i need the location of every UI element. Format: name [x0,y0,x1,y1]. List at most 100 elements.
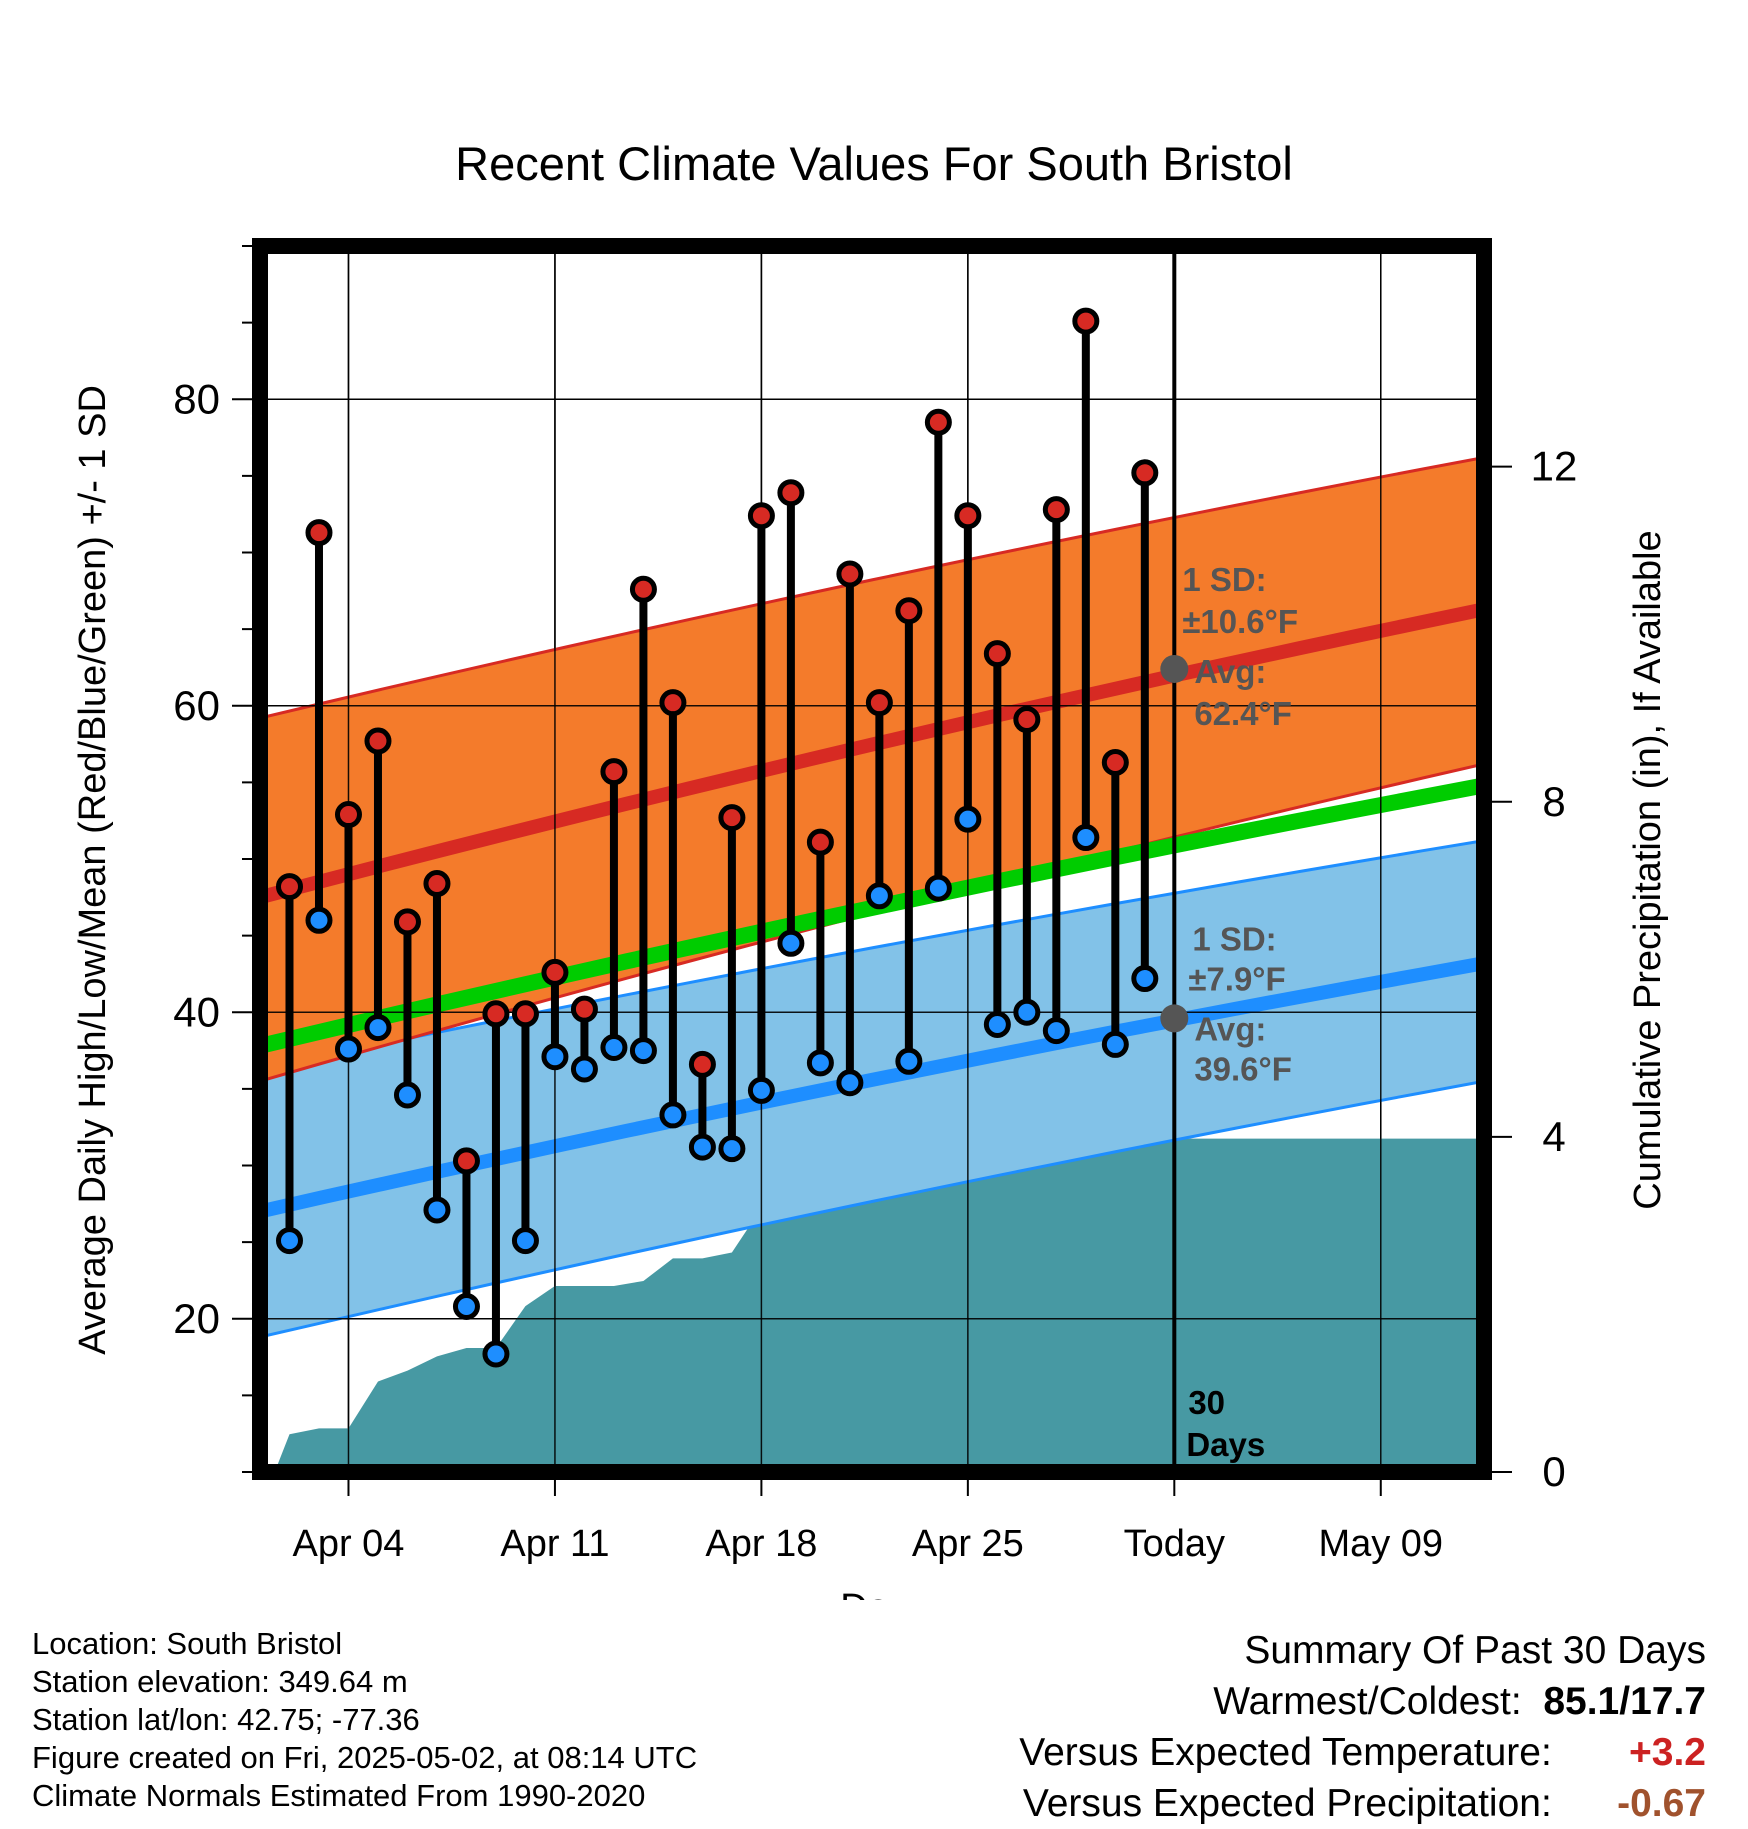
x-tick-label: Apr 11 [500,1523,609,1565]
precip-area [274,1138,1484,1472]
daily-low-point [393,1081,421,1109]
low-sd-band [260,840,1484,1338]
y-right-tick-label: 12 [1531,443,1578,490]
plot-frame [252,238,1492,1480]
created-text: Figure created on Fri, 2025-05-02, at 08… [32,1740,698,1775]
daily-low-point [570,1055,598,1083]
summary-precip-row: Versus Expected Precipitation: -0.67 [1019,1778,1706,1829]
daily-high-point [1013,706,1041,734]
daily-low-point [511,1227,539,1255]
warmest-value: 85.1/17.7 [1543,1680,1706,1723]
daily-high-point [747,502,775,530]
daily-low-point [305,906,333,934]
daily-high-point [895,597,923,625]
daily-low-point [688,1133,716,1161]
daily-low-point [364,1014,392,1042]
daily-high-point [334,801,362,829]
daily-high-point [777,479,805,507]
y-tick-label: 80 [173,375,220,422]
daily-high-point [1101,748,1129,776]
daily-low-point [924,874,952,902]
y-tick-label: 60 [173,682,220,729]
daily-low-point [334,1035,362,1063]
daily-high-point [865,689,893,717]
days-label-number: 30 [1188,1384,1225,1421]
daily-low-point [600,1033,628,1061]
low-avg-value: 39.6°F [1194,1050,1292,1087]
x-tick-label: Apr 18 [705,1523,817,1565]
daily-low-point [1042,1017,1070,1045]
precip-value: -0.67 [1617,1782,1706,1825]
daily-low-point [747,1076,775,1104]
daily-low-point [423,1196,451,1224]
low-sd-upper-edge [260,839,1484,1071]
daily-high-point [924,408,952,436]
daily-low-point [895,1047,923,1075]
summary-panel: Summary Of Past 30 Days Warmest/Coldest:… [1019,1625,1706,1829]
chart-title: Recent Climate Values For South Bristol [455,137,1293,190]
elevation-text: Station elevation: 349.64 m [32,1664,408,1699]
daily-high-point [806,828,834,856]
daily-high-point [600,758,628,786]
daily-low-point [718,1135,746,1163]
daily-high-point [364,727,392,755]
y-tick-label: 40 [173,988,220,1035]
y-tick-label: 20 [173,1295,220,1342]
station-info: Location: South Bristol Station elevatio… [32,1625,697,1815]
daily-low-point [954,805,982,833]
low-avg-marker [1160,1004,1189,1033]
daily-low-point [983,1011,1011,1039]
daily-high-point [1131,459,1159,487]
daily-high-point [1072,307,1100,335]
daily-high-point [275,873,303,901]
daily-high-point [423,870,451,898]
daily-low-point [482,1340,510,1368]
temp-value: +3.2 [1629,1731,1706,1774]
x-axis-label: Day [840,1587,908,1600]
daily-high-point [541,958,569,986]
daily-high-point [659,689,687,717]
temp-label: Versus Expected Temperature: [1019,1731,1552,1774]
high-sd-upper-edge [260,456,1484,720]
daily-high-point [836,560,864,588]
y-axis-label: Average Daily High/Low/Mean (Red/Blue/Gr… [72,385,114,1355]
daily-high-point [305,519,333,547]
summary-temp-row: Versus Expected Temperature: +3.2 [1019,1727,1706,1778]
daily-high-point [511,1000,539,1028]
high-sd-band [260,457,1484,1082]
daily-low-point [659,1101,687,1129]
y-axis-right-label: Cumulative Precipitation (in), If Availa… [1627,530,1669,1209]
latlon-text: Station lat/lon: 42.75; -77.36 [32,1702,420,1737]
x-tick-label: Today [1124,1523,1225,1565]
high-avg-value: 62.4°F [1194,695,1292,732]
high-avg-marker [1160,654,1189,683]
days-label-text: Days [1186,1426,1265,1463]
daily-low-point [1131,965,1159,993]
daily-high-point [1042,496,1070,524]
daily-low-point [1013,998,1041,1026]
summary-title: Summary Of Past 30 Days [1244,1629,1706,1672]
location-text: Location: South Bristol [32,1626,343,1661]
daily-low-point [629,1037,657,1065]
daily-low-point [806,1049,834,1077]
daily-low-point [275,1227,303,1255]
high-avg-label: Avg: [1194,653,1266,690]
x-tick-label: Apr 25 [912,1523,1024,1565]
daily-high-point [452,1147,480,1175]
daily-high-point [393,908,421,936]
x-tick-label: Apr 04 [292,1523,404,1565]
normal-mean-line [260,777,1484,1054]
daily-high-point [482,1000,510,1028]
daily-low-point [1101,1030,1129,1058]
daily-low-point [777,929,805,957]
daily-high-point [983,640,1011,668]
plot-area [260,246,1484,1472]
low-avg-label: Avg: [1194,1010,1266,1047]
x-tick-label: May 09 [1318,1523,1443,1565]
daily-high-point [688,1050,716,1078]
daily-low-point [1072,824,1100,852]
daily-high-point [570,995,598,1023]
high-sd-value: ±10.6°F [1182,603,1298,640]
daily-high-point [629,575,657,603]
climate-chart: Recent Climate Values For South Bristol … [72,137,1669,1600]
